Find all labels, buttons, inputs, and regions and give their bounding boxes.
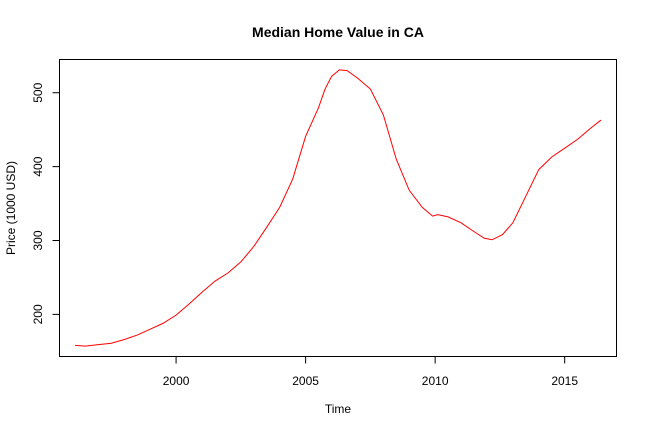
x-tick-label: 2005 (292, 374, 319, 388)
x-axis-label: Time (325, 402, 352, 416)
series-line (75, 69, 602, 347)
y-tick-label: 300 (31, 230, 45, 250)
plot-area (59, 59, 617, 357)
chart-title: Median Home Value in CA (252, 24, 424, 40)
y-axis-label: Price (1000 USD) (4, 161, 18, 255)
y-tick-label: 400 (31, 156, 45, 176)
x-tick-label: 2010 (422, 374, 449, 388)
y-axis: 200 300 400 500 (31, 82, 60, 324)
x-tick-label: 2015 (551, 374, 578, 388)
y-tick-label: 200 (31, 304, 45, 324)
x-axis: 2000 2005 2010 2015 (163, 356, 578, 388)
x-tick-label: 2000 (163, 374, 190, 388)
y-tick-label: 500 (31, 82, 45, 102)
